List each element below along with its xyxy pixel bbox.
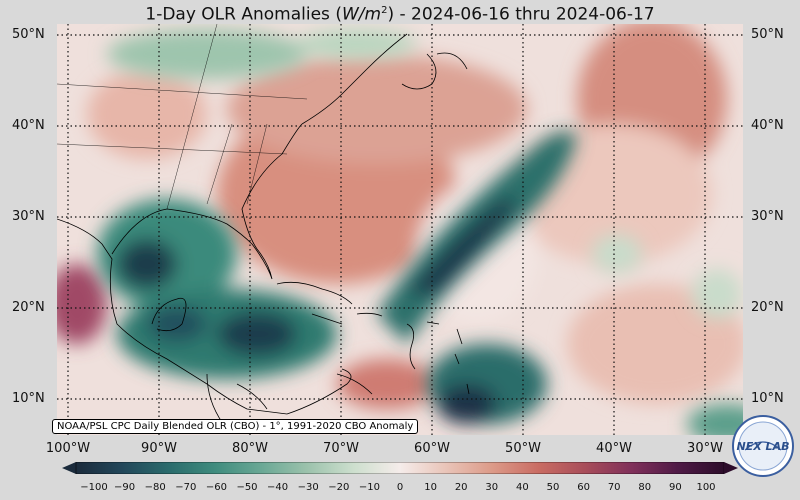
colorbar-tick-label: 60 (577, 482, 590, 493)
lon-label: 30°W (687, 441, 723, 456)
lon-label: 80°W (232, 441, 268, 456)
colorbar-tick-label: −10 (358, 482, 380, 493)
colorbar-tick-label: 0 (396, 482, 404, 493)
lon-label: 70°W (323, 441, 359, 456)
lat-label-left: 40°N (12, 118, 45, 133)
state-borders (57, 24, 308, 210)
colorbar-gradient (75, 462, 725, 474)
lon-label: 50°W (505, 441, 541, 456)
chart-title: 1-Day OLR Anomalies (W/m2) - 2024-06-16 … (145, 4, 655, 25)
colorbar-tick-label: −20 (328, 482, 350, 493)
lat-label-left: 20°N (12, 300, 45, 315)
colorbar-tick-label: 90 (669, 482, 682, 493)
lon-label: 40°W (596, 441, 632, 456)
colorbar-tick-label: −100 (80, 482, 108, 493)
lat-label-left: 30°N (12, 209, 45, 224)
colorbar-tick-label: −70 (175, 482, 197, 493)
colorbar-tick-label: 50 (546, 482, 560, 493)
gridlines (57, 24, 743, 435)
lat-label-left: 10°N (12, 391, 45, 406)
lat-label-right: 40°N (751, 118, 784, 133)
colorbar-tick-label: 20 (454, 482, 468, 493)
colorbar-tick-label: −60 (205, 482, 227, 493)
colorbar-tick-label: −90 (114, 482, 136, 493)
lat-label-right: 30°N (751, 209, 784, 224)
lon-label: 100°W (45, 441, 91, 456)
colorbar-tick-label: −30 (297, 482, 319, 493)
colorbar (62, 462, 738, 474)
colorbar-tick-label: 70 (607, 482, 621, 493)
colorbar-tick-label: −40 (267, 482, 289, 493)
colorbar-tick-label: 40 (516, 482, 529, 493)
colorbar-high-extension (724, 462, 738, 474)
data-source-note: NOAA/PSL CPC Daily Blended OLR (CBO) - 1… (52, 419, 419, 434)
lon-label: 90°W (141, 441, 177, 456)
colorbar-tick-label: −50 (236, 482, 258, 493)
lat-label-right: 50°N (751, 27, 784, 42)
colorbar-tick-label: 100 (696, 482, 716, 493)
nexlab-logo: NEX LAB (732, 415, 794, 477)
olr-anomaly-map (57, 24, 743, 435)
coastlines-outline (57, 33, 470, 430)
lon-label: 60°W (414, 441, 450, 456)
lat-label-right: 10°N (751, 391, 784, 406)
colorbar-tick-label: 80 (638, 482, 652, 493)
colorbar-tick-label: −80 (144, 482, 166, 493)
colorbar-tick-label: 10 (424, 482, 437, 493)
colorbar-low-extension (62, 462, 76, 474)
colorbar-tick-label: 30 (485, 482, 499, 493)
svg-text:NEX LAB: NEX LAB (737, 440, 790, 453)
lat-label-left: 50°N (12, 27, 45, 42)
lat-label-right: 20°N (751, 300, 784, 315)
